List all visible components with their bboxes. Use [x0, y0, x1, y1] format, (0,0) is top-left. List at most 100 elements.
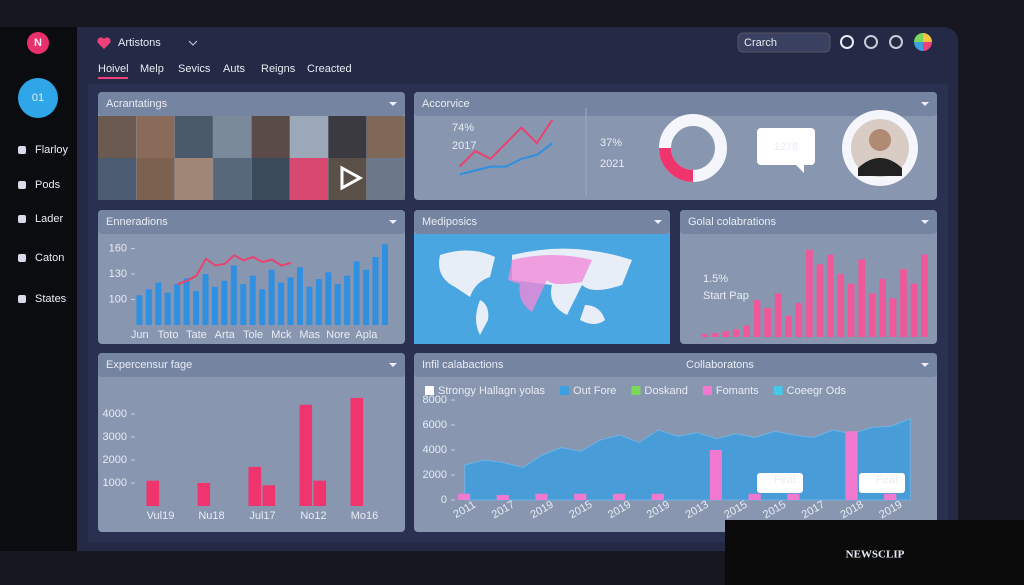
bar — [764, 307, 771, 337]
callout — [757, 473, 803, 493]
avatar-icon[interactable] — [923, 42, 932, 51]
nav-tab[interactable]: Melp — [140, 63, 164, 75]
annotation: 2017 — [452, 140, 476, 152]
bar — [183, 278, 190, 325]
legend-swatch[interactable] — [631, 386, 641, 395]
bar — [268, 269, 275, 325]
bar — [651, 493, 664, 500]
callout — [859, 473, 905, 493]
bar — [249, 275, 256, 325]
bar — [278, 282, 285, 325]
y-tick-label: 8000 — [423, 394, 447, 406]
panel-menu[interactable] — [389, 363, 397, 367]
annotation: 74% — [452, 122, 474, 134]
nav-tab[interactable]: Auts — [223, 63, 246, 75]
bar — [785, 315, 792, 337]
sidebar-item[interactable]: Lader — [35, 213, 63, 225]
bar — [496, 495, 509, 500]
sidebar-item[interactable]: Pods — [35, 179, 61, 191]
bar — [879, 278, 886, 337]
enneradions-title: Enneradions — [106, 216, 168, 228]
bar — [174, 284, 181, 325]
panel-menu[interactable] — [389, 220, 397, 224]
y-tick-label: 3000 — [103, 431, 127, 443]
sidebar-badge — [18, 78, 58, 118]
app-title: Artistons — [118, 37, 161, 49]
bar — [845, 431, 858, 500]
bar — [535, 493, 548, 500]
bar — [806, 249, 813, 337]
map-highlight — [508, 255, 592, 312]
avatar-icon[interactable] — [914, 33, 923, 42]
line — [459, 142, 553, 176]
bar — [712, 333, 719, 337]
header-icon[interactable] — [840, 35, 854, 49]
x-tick-label: Tate — [186, 329, 207, 341]
photo-tile — [290, 158, 328, 200]
nav-tab[interactable]: Hoivel — [98, 63, 129, 75]
avatar-icon[interactable] — [914, 42, 923, 51]
photos-title: Acrantatings — [106, 98, 168, 110]
x-tick-label: Nu18 — [198, 510, 224, 522]
play-icon — [340, 165, 364, 191]
bar — [334, 284, 341, 325]
sidebar-item[interactable]: Caton — [35, 252, 64, 264]
nav-tab[interactable]: Creacted — [307, 63, 352, 75]
sidebar-item[interactable]: Flarloy — [35, 144, 69, 156]
legend-label[interactable]: Out Fore — [573, 385, 616, 397]
bar — [884, 493, 897, 500]
panel-menu[interactable] — [921, 363, 929, 367]
bar — [296, 267, 303, 325]
photo-tile — [98, 158, 136, 200]
sidebar-icon — [18, 254, 26, 262]
y-tick-label: 160 — [109, 242, 127, 254]
nav-tab[interactable]: Sevics — [178, 63, 211, 75]
legend-swatch[interactable] — [560, 386, 570, 395]
legend-label[interactable]: Fomants — [716, 385, 759, 397]
avatar-icon[interactable] — [923, 33, 932, 42]
header-icon[interactable] — [889, 35, 903, 49]
photo-tile — [290, 116, 328, 158]
expercensur-header — [98, 353, 405, 377]
sidebar-icon — [18, 295, 26, 303]
expercensur-title: Expercensur fage — [106, 359, 192, 371]
panel-menu[interactable] — [654, 220, 662, 224]
photo-tile — [251, 158, 290, 200]
bar — [221, 280, 228, 325]
x-tick-label: Jun — [131, 329, 149, 341]
sidebar-icon — [18, 146, 26, 154]
legend-label[interactable]: Strongy Hallagn yolas — [438, 385, 546, 397]
bar — [574, 493, 587, 500]
panel-menu[interactable] — [921, 220, 929, 224]
x-tick-label: Mo16 — [351, 510, 379, 522]
bar — [753, 300, 761, 337]
nav-tab[interactable]: Reigns — [261, 63, 296, 75]
legend-label[interactable]: Doskand — [644, 385, 687, 397]
dropdown-icon[interactable] — [188, 40, 198, 46]
y-tick-label: 2000 — [423, 469, 447, 481]
legend-swatch[interactable] — [702, 386, 712, 395]
annotation: 1.5% — [703, 273, 728, 285]
accorvice-title: Accorvice — [422, 98, 470, 110]
x-tick-label: Arta — [215, 329, 236, 341]
map-header — [414, 210, 670, 234]
sidebar-item[interactable]: States — [35, 293, 67, 305]
bar — [722, 331, 730, 337]
legend-swatch[interactable] — [773, 386, 783, 395]
header-icon[interactable] — [864, 35, 878, 49]
golal-header — [680, 210, 937, 234]
golal-title: Golal colabrations — [688, 216, 777, 228]
legend-label[interactable]: Coeegr Ods — [787, 385, 847, 397]
bar — [155, 282, 162, 325]
photos-header — [98, 92, 405, 116]
annotation: Feat — [876, 474, 898, 486]
search-box[interactable] — [737, 32, 831, 53]
panel-menu[interactable] — [921, 102, 929, 106]
x-tick-label: Tole — [243, 329, 263, 341]
legend-swatch[interactable] — [425, 386, 434, 395]
panel-menu[interactable] — [389, 102, 397, 106]
panel-subtitle: Collaboratons — [686, 359, 754, 371]
bar — [344, 275, 351, 325]
photo-tile — [366, 158, 405, 200]
bar — [816, 264, 824, 337]
